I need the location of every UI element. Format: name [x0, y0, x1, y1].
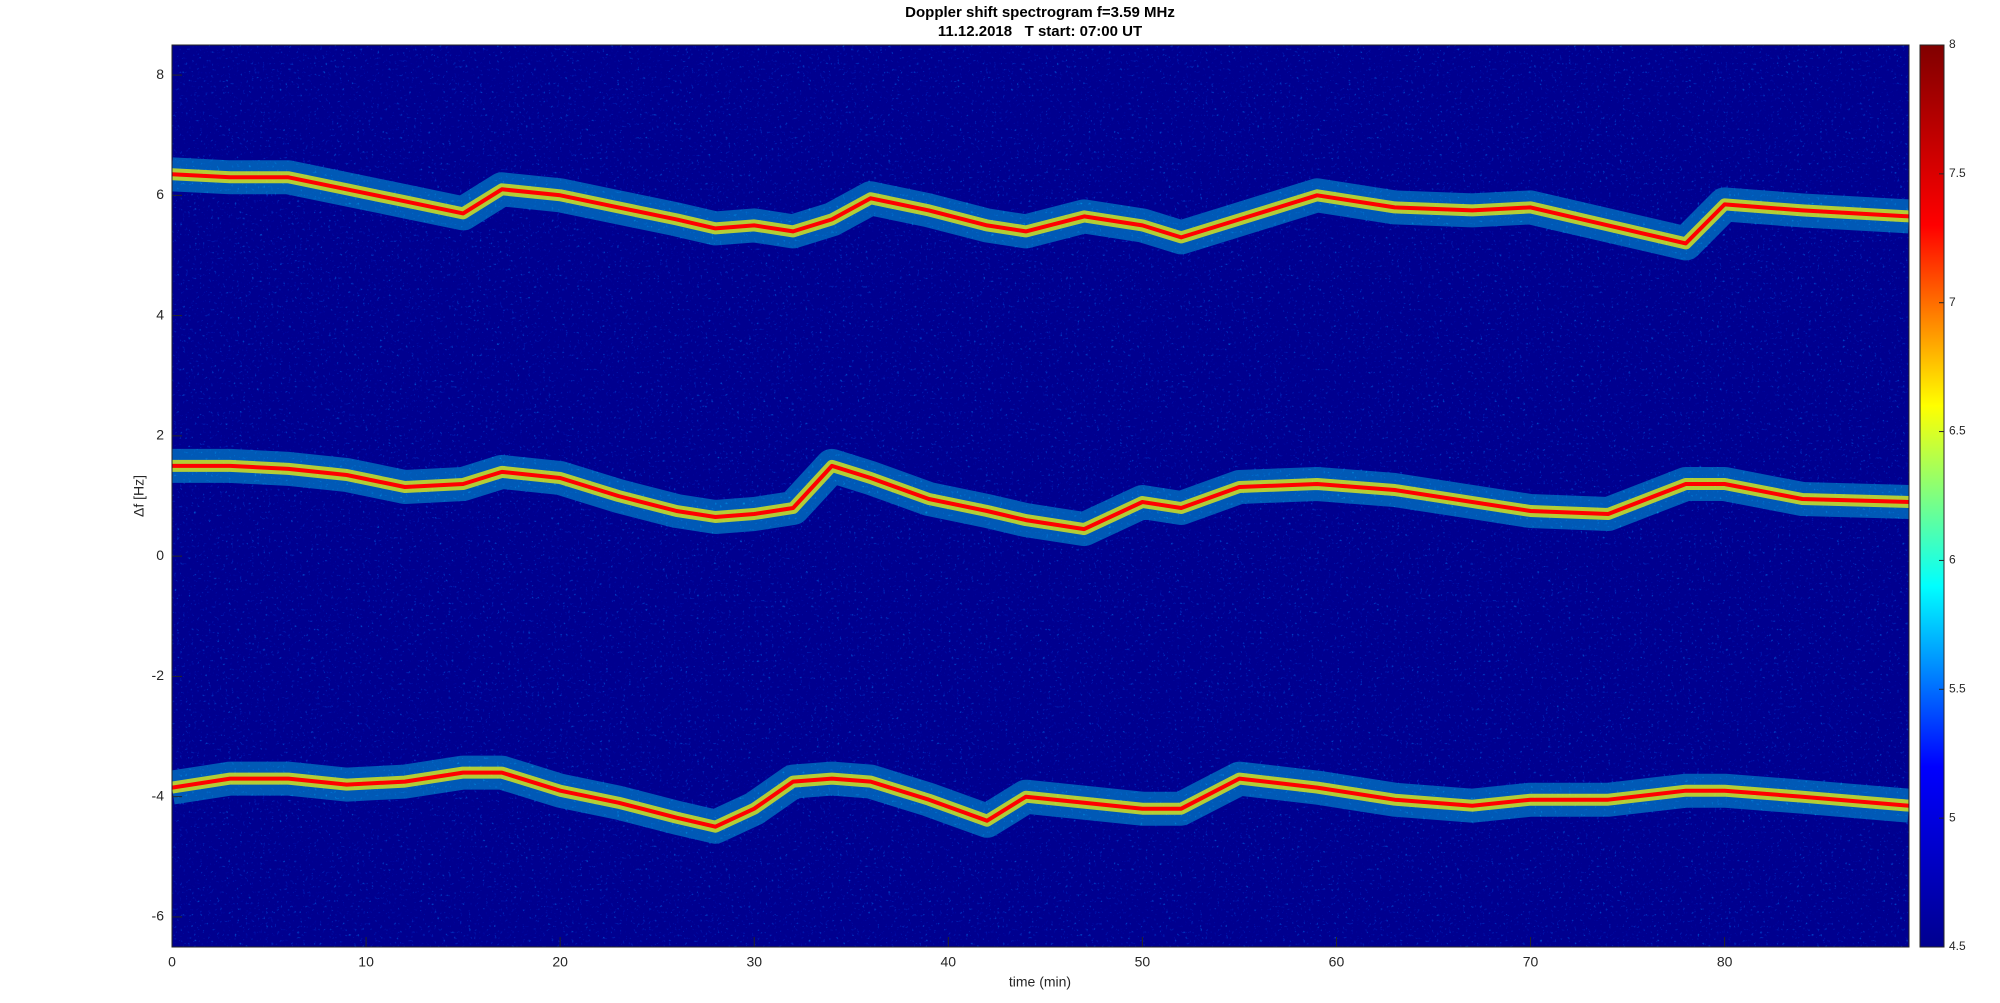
colorbar-tick-label: 5: [1949, 810, 1956, 824]
x-tick-label: 60: [1329, 954, 1345, 970]
x-tick-label: 10: [358, 954, 374, 970]
x-tick-label: 50: [1135, 954, 1151, 970]
y-tick-label: -2: [152, 667, 165, 683]
y-axis-label: Δf [Hz]: [131, 475, 147, 517]
y-tick-label: 6: [156, 186, 164, 202]
axes-frame: [171, 44, 1910, 948]
colorbar-tick-label: 4.5: [1949, 939, 1966, 953]
plot-area: [172, 157, 1909, 844]
x-tick-label: 80: [1717, 954, 1733, 970]
colorbar-tick-label: 7.5: [1949, 166, 1966, 180]
colorbar-tick-label: 5.5: [1949, 681, 1966, 695]
y-tick-label: -6: [152, 908, 165, 924]
x-axis-label: time (min): [1009, 974, 1071, 990]
colorbar-tick-label: 6: [1949, 553, 1956, 567]
x-tick-label: 0: [168, 954, 176, 970]
x-tick-label: 30: [746, 954, 762, 970]
y-tick-label: 8: [156, 66, 164, 82]
chart-title: Doppler shift spectrogram f=3.59 MHz: [905, 4, 1175, 21]
x-tick-label: 70: [1523, 954, 1539, 970]
colorbar-tick-label: 8: [1949, 37, 1956, 51]
doppler-trace: [172, 770, 1909, 829]
x-tick-label: 20: [552, 954, 568, 970]
doppler-trace: [172, 172, 1909, 246]
colorbar-tick-label: 6.5: [1949, 424, 1966, 438]
colorbar-tick-label: 7: [1949, 295, 1956, 309]
doppler-trace: [172, 463, 1909, 532]
y-tick-label: 0: [156, 547, 164, 563]
y-tick-label: -4: [152, 787, 165, 803]
chart-subtitle: 11.12.2018 T start: 07:00 UT: [938, 23, 1142, 40]
x-tick-label: 40: [941, 954, 957, 970]
colorbar: [1919, 44, 1945, 948]
y-tick-label: 4: [156, 306, 164, 322]
y-tick-label: 2: [156, 427, 164, 443]
